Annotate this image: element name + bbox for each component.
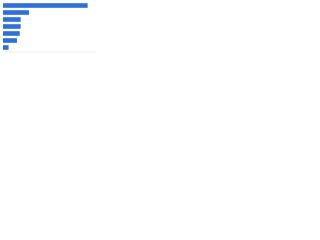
chart — [3, 3, 96, 53]
bar — [3, 24, 21, 29]
bar — [3, 3, 88, 8]
bar — [3, 10, 30, 15]
bar — [3, 38, 17, 43]
bar — [3, 31, 20, 36]
bar — [3, 17, 21, 22]
page: {"chart_data": {"type": "bar", "orientat… — [0, 0, 320, 71]
bar — [3, 45, 9, 50]
